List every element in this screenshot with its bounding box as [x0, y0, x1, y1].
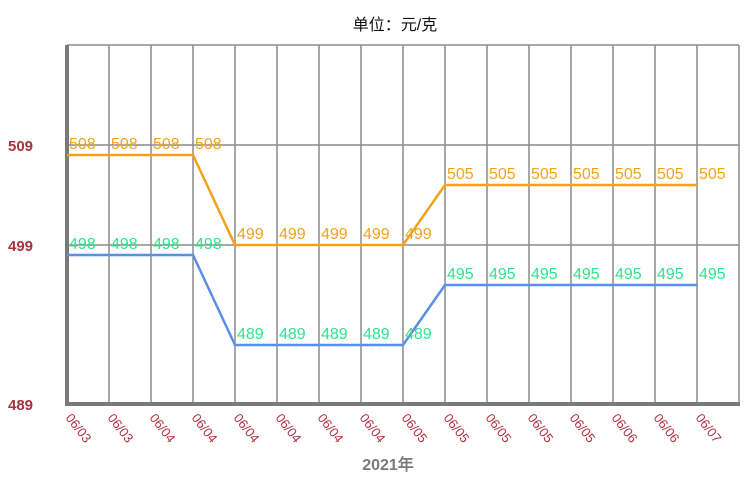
data-label: 505 — [657, 166, 684, 183]
x-tick-label: 06/04 — [147, 411, 179, 446]
x-tick-label: 06/04 — [231, 411, 263, 446]
data-label: 505 — [699, 166, 726, 183]
x-tick-label: 06/03 — [63, 411, 95, 446]
data-label: 505 — [531, 166, 558, 183]
data-label: 489 — [321, 326, 348, 343]
x-tick-label: 06/07 — [693, 411, 725, 446]
x-tick-label: 06/05 — [483, 411, 515, 446]
data-label: 508 — [195, 136, 222, 153]
x-tick-label: 06/05 — [525, 411, 557, 446]
data-label: 499 — [405, 226, 432, 243]
data-label: 495 — [489, 266, 516, 283]
data-label: 499 — [237, 226, 264, 243]
data-label: 508 — [111, 136, 138, 153]
x-tick-label: 06/04 — [357, 411, 389, 446]
data-label: 499 — [321, 226, 348, 243]
series-line-1 — [67, 253, 697, 347]
x-tick-label: 06/06 — [609, 411, 641, 446]
x-tick-label: 06/04 — [315, 411, 347, 446]
y-tick-label: 509 — [8, 138, 33, 155]
data-label: 505 — [489, 166, 516, 183]
data-label: 495 — [657, 266, 684, 283]
unit-label: 单位：元/克 — [353, 16, 437, 34]
data-label: 495 — [447, 266, 474, 283]
x-tick-label: 06/04 — [189, 411, 221, 446]
x-tick-label: 06/06 — [651, 411, 683, 446]
data-label: 498 — [153, 236, 180, 253]
data-label: 495 — [531, 266, 558, 283]
data-label: 505 — [573, 166, 600, 183]
data-label: 498 — [111, 236, 138, 253]
x-tick-label: 06/03 — [105, 411, 137, 446]
x-tick-label: 06/05 — [441, 411, 473, 446]
y-tick-label: 499 — [8, 238, 33, 255]
x-tick-label: 06/05 — [567, 411, 599, 446]
data-label: 498 — [195, 236, 222, 253]
data-label: 489 — [237, 326, 264, 343]
x-axis-label: 2021年 — [362, 455, 414, 474]
data-label: 495 — [615, 266, 642, 283]
data-label: 505 — [447, 166, 474, 183]
data-label: 505 — [615, 166, 642, 183]
data-label: 495 — [573, 266, 600, 283]
y-axis-ticks: 489 499 509 — [8, 138, 33, 414]
data-label: 489 — [279, 326, 306, 343]
data-label: 508 — [69, 136, 96, 153]
grid — [65, 44, 740, 406]
x-tick-label: 06/04 — [273, 411, 305, 446]
data-label: 499 — [363, 226, 390, 243]
data-labels: 508 508 508 508 499 499 499 499 499 505 505 505 505 5… — [69, 136, 726, 343]
data-label: 495 — [699, 266, 726, 283]
data-label: 499 — [279, 226, 306, 243]
data-label: 489 — [405, 326, 432, 343]
x-axis-ticks: 06/03 06/03 06/04 06/04 06/04 06/04 06/04 06/04… — [63, 411, 725, 446]
data-label: 489 — [363, 326, 390, 343]
series-line-0 — [67, 153, 697, 247]
data-label: 498 — [69, 236, 96, 253]
y-tick-label: 489 — [8, 397, 33, 414]
x-tick-label: 06/05 — [399, 411, 431, 446]
series-lines — [67, 153, 697, 347]
data-label: 508 — [153, 136, 180, 153]
